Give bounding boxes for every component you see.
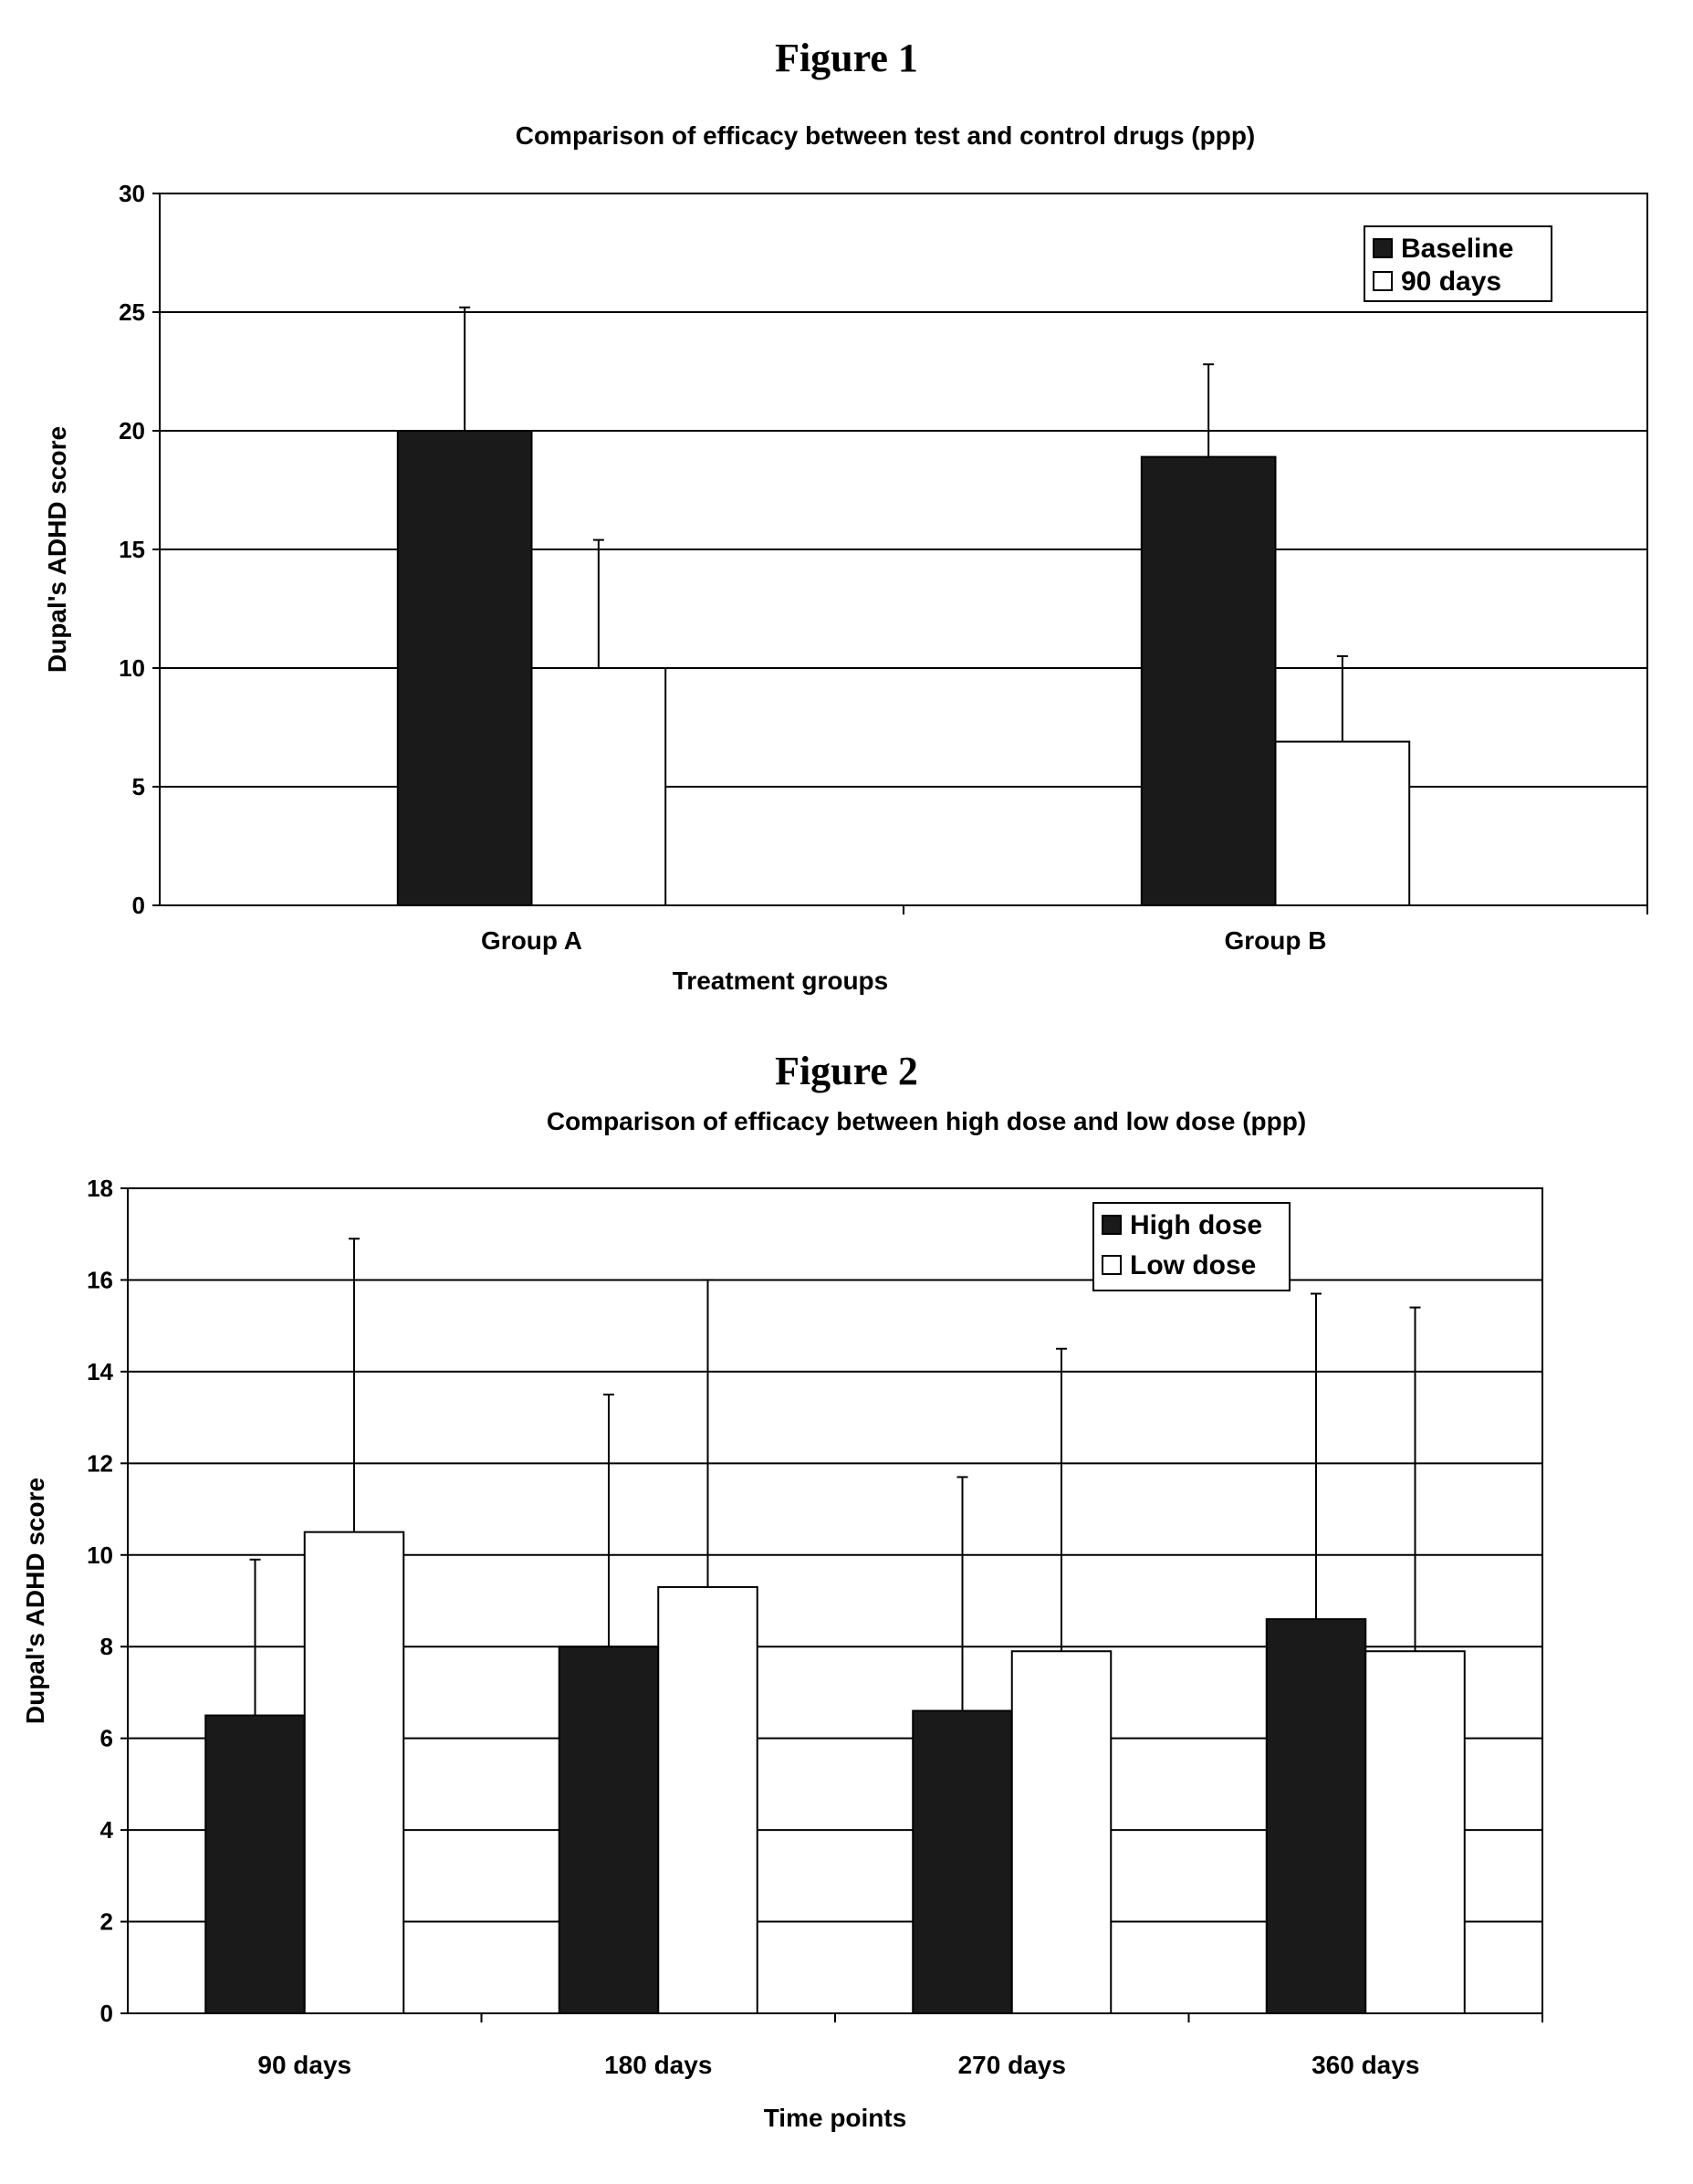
- y-tick-label: 15: [119, 536, 145, 563]
- legend-label: Low dose: [1130, 1250, 1256, 1280]
- legend-label: Baseline: [1401, 234, 1513, 264]
- legend-swatch-low-dose: [1102, 1255, 1122, 1275]
- bar-baseline: [396, 430, 533, 906]
- x-category-label: 180 days: [604, 2051, 712, 2079]
- chart-2: Comparison of efficacy between high dose…: [21, 1107, 1543, 2132]
- y-tick-label: 10: [119, 654, 145, 682]
- bar-high-dose: [912, 1709, 1013, 2014]
- bar-90-days: [530, 667, 667, 906]
- y-tick-label: 10: [87, 1541, 113, 1569]
- y-tick-label: 30: [119, 180, 145, 207]
- bar-low-dose: [1364, 1650, 1466, 2014]
- legend-label: 90 days: [1401, 266, 1501, 297]
- bar-low-dose: [303, 1531, 405, 2014]
- x-category-label: 270 days: [958, 2051, 1066, 2079]
- y-tick-label: 8: [100, 1633, 113, 1660]
- bar-high-dose: [1265, 1618, 1367, 2014]
- x-category-label: 360 days: [1312, 2051, 1419, 2079]
- x-axis-label: Treatment groups: [673, 967, 888, 995]
- x-axis-label: Time points: [764, 2104, 907, 2132]
- bar-high-dose: [558, 1646, 660, 2014]
- y-tick-label: 18: [87, 1175, 113, 1202]
- y-tick-label: 20: [119, 417, 145, 444]
- y-axis-label: Dupal's ADHD score: [21, 1478, 49, 1724]
- y-tick-label: 0: [132, 892, 145, 919]
- y-axis-label: Dupal's ADHD score: [43, 426, 71, 673]
- figure-2-heading: Figure 2: [775, 1049, 918, 1093]
- y-tick-label: 25: [119, 298, 145, 326]
- y-tick-label: 12: [87, 1449, 113, 1477]
- legend-label: High dose: [1130, 1210, 1262, 1240]
- legend-box: [1092, 1202, 1291, 1291]
- legend-swatch-high-dose: [1102, 1215, 1122, 1235]
- y-tick-label: 4: [100, 1816, 114, 1844]
- y-tick-label: 14: [87, 1358, 113, 1385]
- figure-1-heading: Figure 1: [775, 36, 918, 80]
- y-tick-label: 0: [100, 2000, 113, 2027]
- bar-90-days: [1274, 740, 1411, 906]
- chart-1: Comparison of efficacy between test and …: [43, 121, 1648, 995]
- legend-swatch-baseline: [1373, 238, 1393, 258]
- x-category-label: 90 days: [257, 2051, 351, 2079]
- x-category-label: Group A: [481, 926, 582, 955]
- x-category-label: Group B: [1225, 926, 1327, 955]
- bar-low-dose: [1010, 1650, 1113, 2014]
- chart-title: Comparison of efficacy between test and …: [516, 121, 1256, 150]
- legend-box: [1364, 225, 1552, 302]
- y-tick-label: 16: [87, 1266, 113, 1293]
- bar-baseline: [1140, 455, 1277, 906]
- legend-swatch-90-days: [1373, 271, 1393, 291]
- y-tick-label: 5: [132, 773, 145, 800]
- bar-high-dose: [204, 1714, 306, 2014]
- bar-low-dose: [657, 1585, 758, 2015]
- y-tick-label: 2: [100, 1908, 113, 1936]
- chart-title: Comparison of efficacy between high dose…: [547, 1107, 1306, 1135]
- y-tick-label: 6: [100, 1725, 113, 1752]
